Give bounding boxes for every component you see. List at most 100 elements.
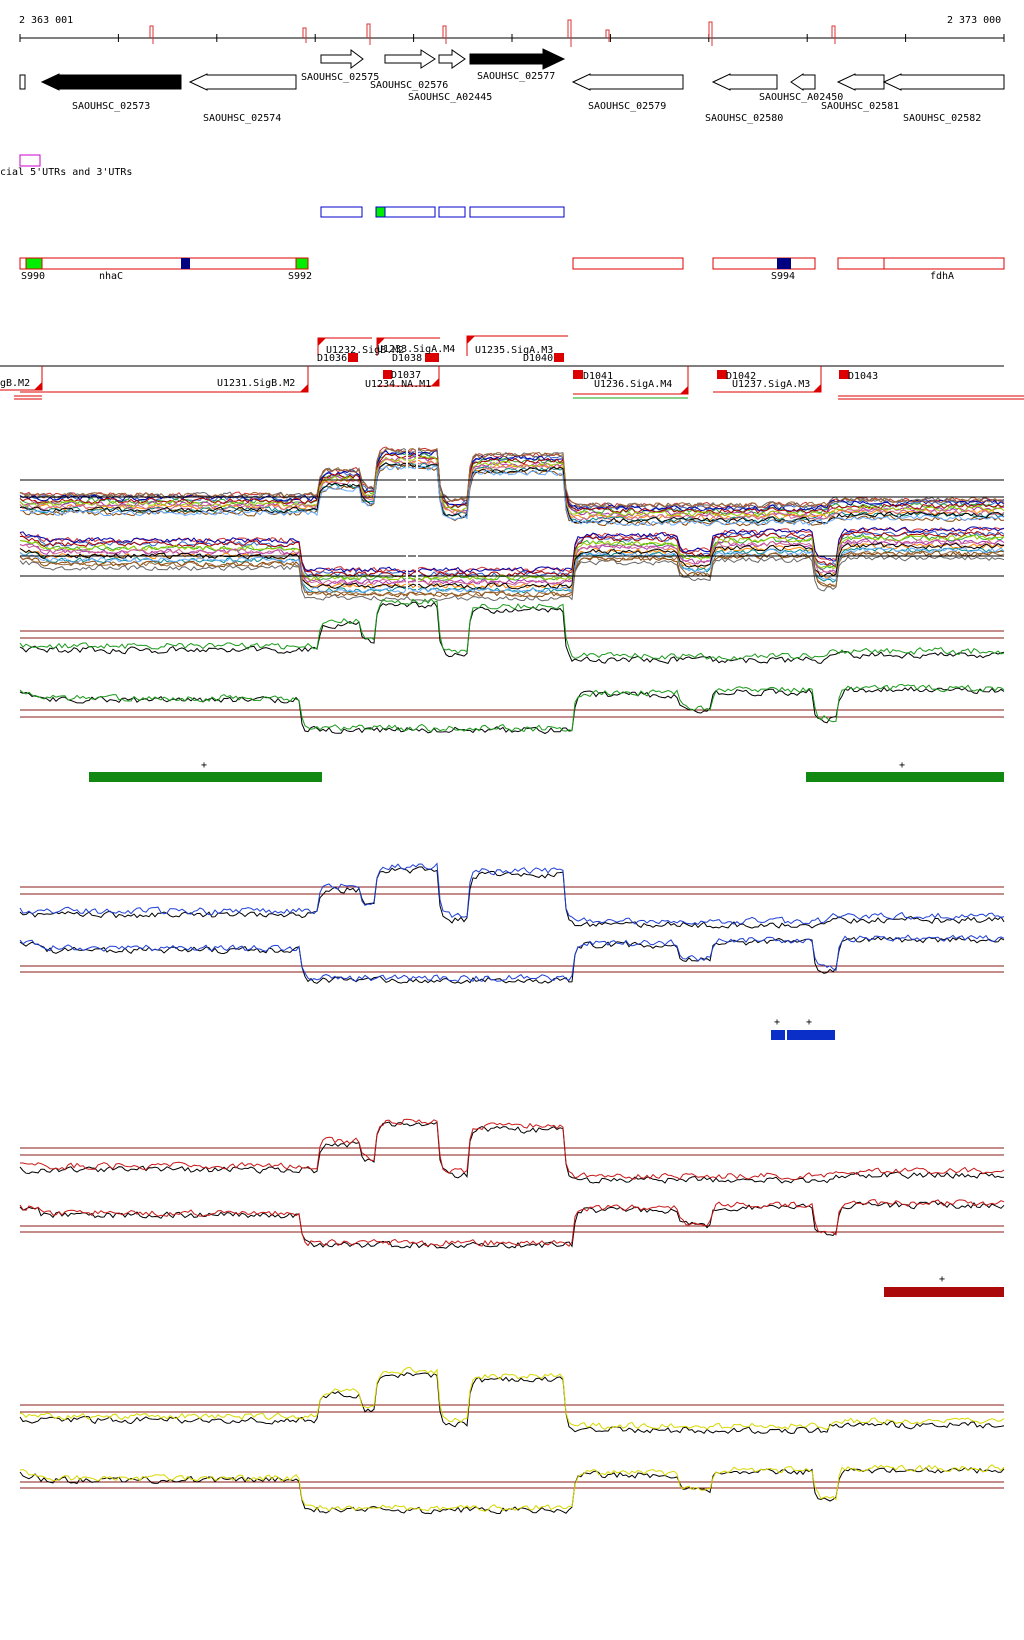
- strand-profile-colored: [20, 1118, 1005, 1181]
- plus-mark: +: [899, 760, 905, 771]
- gene-label-saouhsc-02575: SAOUHSC_02575: [301, 72, 379, 83]
- operon-label-nhac: nhaC: [99, 271, 123, 282]
- ruler-start-label: 2 363 001: [19, 15, 73, 26]
- condition-profile-line: [19, 458, 1004, 521]
- ruler-peak-mark: [567, 19, 572, 47]
- ruler-peak-mark: [442, 25, 447, 44]
- plus-mark: +: [939, 1274, 945, 1285]
- condition-profile-line: [19, 449, 1005, 512]
- condition-profile-line: [20, 465, 1005, 527]
- plus-mark: +: [201, 760, 207, 771]
- blue-segment-bar[interactable]: [771, 1030, 785, 1040]
- blue-segment-bar[interactable]: [787, 1030, 835, 1040]
- strand-profile-black: [19, 1200, 1005, 1249]
- red-condition-panel: [19, 1118, 1005, 1249]
- gene-arrow-saouhsc-02579[interactable]: [571, 73, 684, 91]
- tu-label-u1234: U1234.NA.M1: [365, 379, 431, 390]
- operon-label-s994: S994: [771, 271, 795, 282]
- ruler-peak-mark: [149, 25, 154, 44]
- gene-arrow-saouhsc-02573[interactable]: [40, 73, 182, 91]
- condition-profile-line: [19, 455, 1005, 518]
- strand-profile-colored: [19, 1199, 1005, 1247]
- tu-corner-flag: [377, 338, 385, 346]
- tu-label-d1038: D1038: [392, 353, 422, 364]
- tu-label-d1036: D1036: [317, 353, 347, 364]
- multi-condition-lines: [19, 446, 1005, 602]
- gene-arrow-saouhsc-02574[interactable]: [188, 73, 297, 91]
- ruler-peak-mark: [831, 25, 836, 44]
- gene-arrow-saouhsc-02575[interactable]: [320, 49, 364, 69]
- operon-box[interactable]: [837, 257, 1005, 270]
- condition-profile-line: [19, 452, 1005, 515]
- tu-marker-d1042: [717, 370, 727, 379]
- green-condition-panel: [19, 598, 1005, 735]
- blue-feature-box[interactable]: [469, 206, 565, 218]
- condition-profile-line: [19, 554, 1005, 602]
- condition-profile-line: [19, 534, 1005, 582]
- segment-bars: + + + + +: [89, 760, 1004, 1297]
- gene-arrow-saouhsc-02576[interactable]: [384, 49, 436, 69]
- operon-track: S990 nhaC S992 S994 fdhA: [19, 257, 1005, 282]
- transcription-unit-track: U1232.SigB.M2 U1233.SigA.M4 U1235.SigA.M…: [0, 335, 1024, 400]
- blue-feature-box[interactable]: [438, 206, 466, 218]
- operon-box[interactable]: [712, 257, 816, 270]
- gene-arrow-left-stub[interactable]: [19, 74, 26, 90]
- condition-profile-line: [19, 458, 1005, 521]
- tu-marker-d1037: [383, 370, 392, 379]
- tu-marker-d1041: [573, 370, 583, 379]
- gene-label-saouhsc-02576: SAOUHSC_02576: [370, 80, 448, 91]
- tu-corner-flag: [300, 384, 308, 392]
- operon-label-s992: S992: [288, 271, 312, 282]
- strand-profile-colored: [19, 862, 1005, 926]
- tu-label-d1042: D1042: [726, 371, 756, 382]
- tu-label-u1233: U1233.SigA.M4: [377, 344, 455, 355]
- gene-arrow-saouhsc-02577[interactable]: [469, 48, 566, 70]
- strand-profile-colored: [19, 598, 1005, 661]
- tu-marker-d1043: [839, 370, 849, 379]
- gene-label-saouhsc-a02445: SAOUHSC_A02445: [408, 92, 492, 103]
- strand-profile-black: [19, 936, 1005, 985]
- green-marker-s990: [25, 257, 43, 270]
- gene-label-saouhsc-02580: SAOUHSC_02580: [705, 113, 783, 124]
- ruler-peak-mark: [605, 29, 610, 42]
- green-marker-s992: [295, 257, 309, 270]
- red-segment-bar[interactable]: [884, 1287, 1004, 1297]
- gene-arrow-saouhsc-02580[interactable]: [711, 73, 778, 91]
- gene-label-saouhsc-02574: SAOUHSC_02574: [203, 113, 281, 124]
- strand-profile-colored: [19, 683, 1005, 733]
- tu-corner-flag: [431, 378, 439, 386]
- yellow-condition-panel: [19, 1366, 1005, 1515]
- operon-box[interactable]: [19, 257, 297, 270]
- utr-legend: cial 5'UTRs and 3'UTRs: [0, 154, 132, 178]
- strand-profile-colored: [19, 1366, 1005, 1431]
- condition-profile-line: [19, 452, 1005, 515]
- tu-label-u1232: U1232.SigB.M2: [326, 345, 404, 356]
- tu-marker-d1040: [554, 353, 564, 362]
- tu-label-u1231: U1231.SigB.M2: [217, 378, 295, 389]
- tu-label-d1043: D1043: [848, 371, 878, 382]
- strand-profile-black: [19, 1467, 1005, 1515]
- strand-profile-black: [19, 686, 1005, 735]
- operon-label-fdha: fdhA: [930, 271, 954, 282]
- gene-arrow-saouhsc-a02450[interactable]: [790, 73, 816, 91]
- strand-profile-black: [19, 866, 1005, 929]
- plus-mark: +: [806, 1017, 812, 1028]
- tu-label-d1037: D1037: [391, 370, 421, 381]
- gene-arrow-saouhsc-a02445[interactable]: [438, 49, 466, 69]
- strand-profile-black: [19, 601, 1005, 664]
- green-segment-bar[interactable]: [89, 772, 322, 782]
- condition-profile-line: [19, 464, 1005, 527]
- tu-corner-flag: [34, 382, 42, 390]
- green-segment-bar[interactable]: [806, 772, 1004, 782]
- condition-profile-line: [19, 526, 1005, 574]
- gene-arrow-saouhsc-02581[interactable]: [836, 73, 885, 91]
- condition-profile-line: [19, 550, 1005, 598]
- gene-label-saouhsc-02579: SAOUHSC_02579: [588, 101, 666, 112]
- green-feature-marker: [375, 206, 386, 218]
- ruler-end-label: 2 373 000: [947, 15, 1001, 26]
- operon-box[interactable]: [572, 257, 684, 270]
- gene-label-saouhsc-02573: SAOUHSC_02573: [72, 101, 150, 112]
- gene-arrow-saouhsc-02582[interactable]: [882, 73, 1005, 91]
- blue-feature-box[interactable]: [320, 206, 363, 218]
